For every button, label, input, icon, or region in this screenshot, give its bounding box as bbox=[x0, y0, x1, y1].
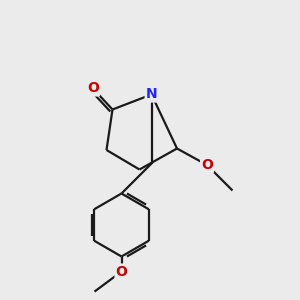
Text: O: O bbox=[116, 265, 128, 278]
Text: N: N bbox=[146, 88, 157, 101]
Text: O: O bbox=[87, 82, 99, 95]
Text: O: O bbox=[201, 158, 213, 172]
